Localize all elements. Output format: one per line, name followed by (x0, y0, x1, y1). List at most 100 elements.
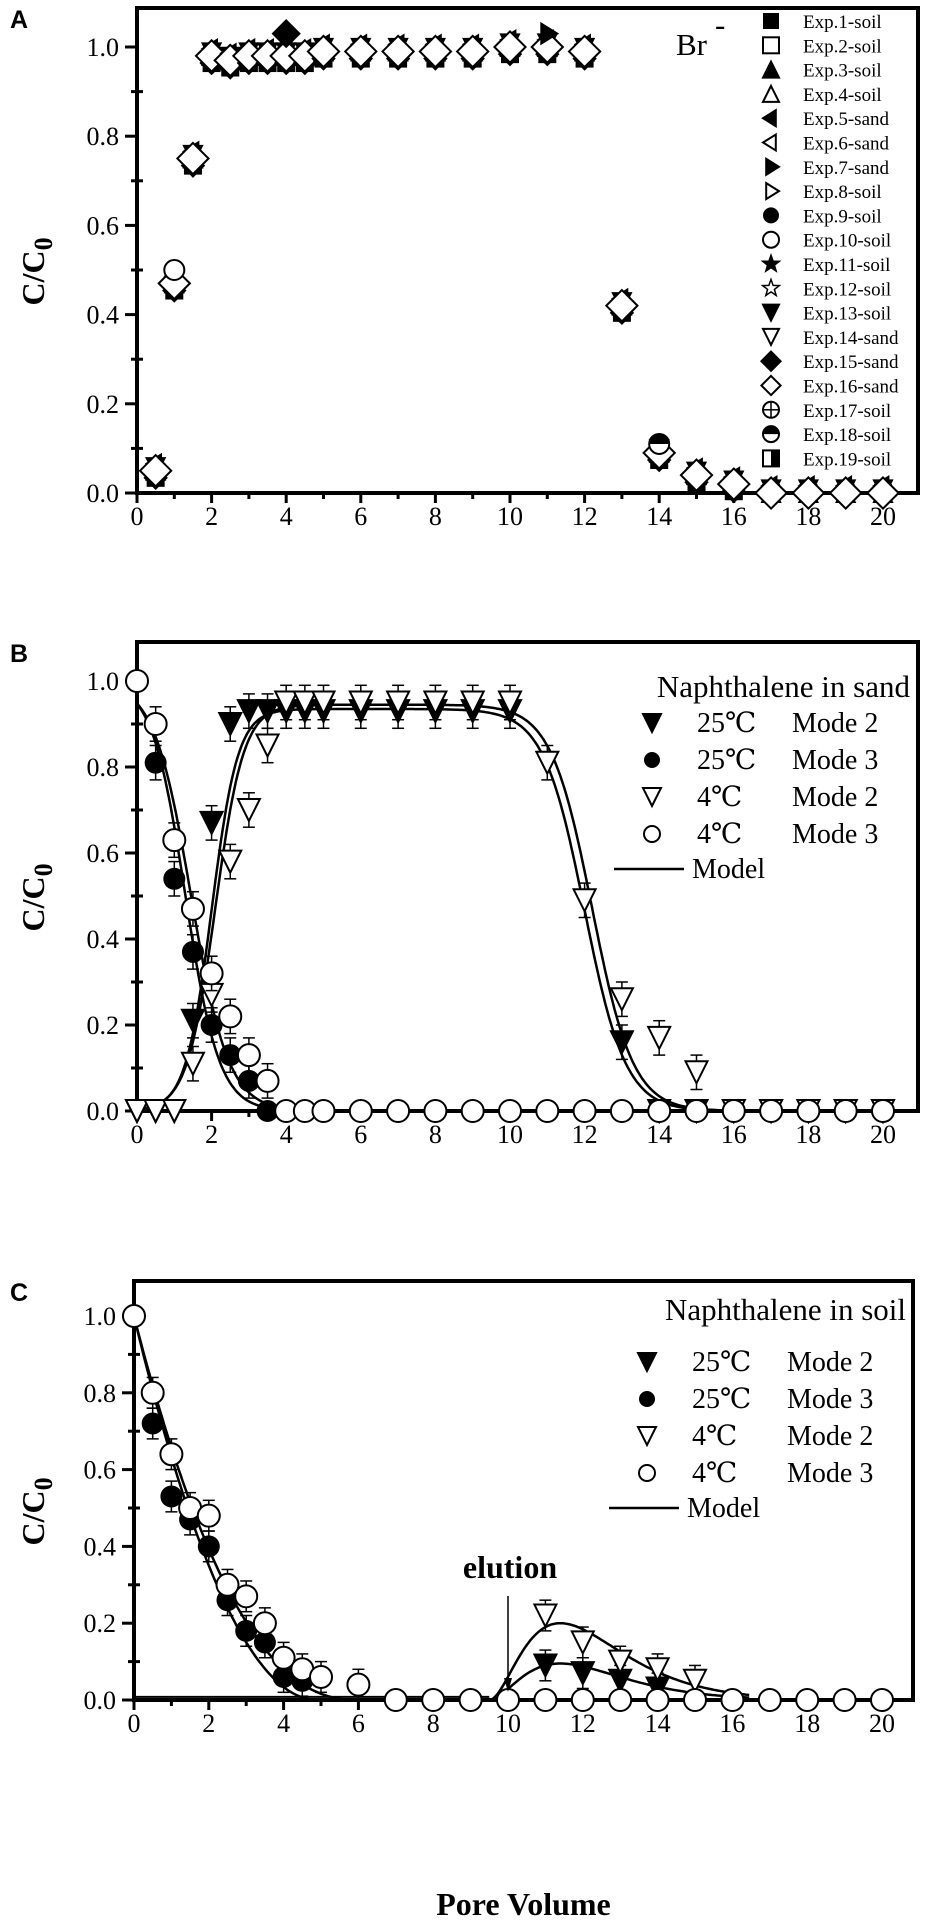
legend-mode: Mode 2 (792, 708, 878, 739)
x-tick-label: 0 (131, 1120, 144, 1149)
x-tick-label: 12 (570, 1709, 596, 1738)
marker-open-circle (421, 1688, 446, 1712)
marker-open-triangle-down (273, 690, 299, 716)
marker-open-triangle-down (641, 787, 663, 809)
marker-filled-circle (644, 752, 660, 768)
marker-open-circle (638, 1464, 656, 1482)
y-tick-label: 0.8 (87, 753, 120, 782)
x-tick-label: 6 (354, 502, 367, 531)
marker-filled-triangle-down (641, 713, 663, 735)
marker-filled-circle (763, 207, 779, 224)
marker-filled-triangle-right (540, 21, 560, 46)
marker-open-circle (199, 961, 224, 986)
marker-open-triangle-down (761, 327, 781, 348)
x-tick-label: 10 (497, 1120, 523, 1149)
marker-open-circle (609, 1099, 634, 1123)
y-tick-label: 0.8 (84, 1379, 117, 1408)
x-tick-label: 16 (719, 1709, 745, 1738)
x-tick-label: 4 (277, 1709, 290, 1738)
x-tick-label: 6 (352, 1709, 365, 1738)
marker-open-diamond (175, 141, 210, 176)
marker-open-triangle-down (607, 1649, 633, 1675)
marker-open-circle (795, 1688, 820, 1712)
marker-filled-circle (200, 1014, 223, 1036)
legend-temp: 4℃ (697, 819, 742, 850)
legend-entry: Exp.15-sand (803, 352, 899, 373)
marker-open-circle (180, 896, 205, 921)
x-tick-label: 0 (131, 502, 144, 531)
x-tick-label: 2 (205, 502, 218, 531)
marker-open-triangle-left (761, 132, 777, 153)
marker-open-triangle-down (570, 1630, 596, 1656)
x-tick-label: 18 (794, 1709, 820, 1738)
marker-open-circle (346, 1672, 371, 1697)
panel-title: Naphthalene in soil (665, 1292, 906, 1327)
marker-open-circle (423, 1099, 448, 1123)
marker-open-circle (870, 1688, 894, 1712)
panel-c: 0.00.20.40.60.81.00 2 4 6 8 10 12 14 16 18 20CC/C0… (10, 1279, 915, 1922)
marker-filled-triangle-left (761, 108, 777, 129)
marker-open-diamond (754, 475, 789, 511)
marker-open-triangle-down (422, 690, 449, 716)
marker-open-circle (720, 1688, 745, 1712)
x-tick-label: 8 (427, 1709, 440, 1738)
panel-label: A (10, 6, 28, 34)
marker-open-circle (163, 259, 186, 281)
legend-mode: Mode 3 (787, 1458, 873, 1489)
marker-open-triangle-down (497, 690, 523, 716)
y-tick-label: 1.0 (87, 33, 120, 62)
marker-open-circle (348, 1099, 373, 1123)
legend-temp: 4℃ (697, 782, 742, 813)
marker-open-diamond (865, 475, 901, 511)
marker-open-triangle-up (761, 83, 781, 103)
y-axis-title-main: C/C (15, 1490, 51, 1545)
marker-filled-diamond (759, 350, 783, 373)
legend-entry: Exp.6-sand (803, 134, 890, 155)
marker-open-circle (721, 1099, 746, 1123)
x-tick-label: 10 (497, 502, 523, 531)
marker-half-filled-square (762, 449, 780, 468)
legend-mode: Mode 3 (787, 1384, 873, 1415)
marker-open-circle (762, 230, 780, 249)
elution-arrowhead (504, 1678, 512, 1692)
marker-half-filled-circle (648, 432, 671, 455)
marker-open-square (762, 36, 780, 55)
y-axis-title: C/C0 (15, 863, 58, 931)
marker-open-diamond (381, 34, 416, 69)
y-axis-title-main: C/C (15, 250, 51, 305)
legend-entry: Exp.9-soil (803, 206, 882, 227)
marker-open-circle (533, 1688, 558, 1712)
marker-filled-circle (237, 1069, 260, 1092)
panel-a: 0.00.20.40.60.81.00 2 4 6 8 10 12 14 16 18 20AC/C0… (10, 6, 920, 531)
legend-entry: Exp.12-soil (803, 279, 891, 300)
marker-open-diamond (679, 458, 714, 493)
x-tick-label: 18 (795, 1120, 821, 1149)
marker-open-circle (386, 1099, 411, 1123)
marker-open-circle (759, 1099, 784, 1123)
legend-entry: Exp.18-soil (803, 425, 891, 446)
marker-open-diamond (791, 475, 826, 511)
y-tick-label: 0.2 (84, 1609, 117, 1638)
marker-open-circle (684, 1099, 709, 1123)
marker-open-circle (757, 1688, 782, 1712)
panel-title-sup: - (715, 7, 725, 42)
marker-open-circle (496, 1688, 520, 1712)
legend-model: Model (692, 854, 765, 885)
marker-filled-triangle-down (198, 810, 225, 837)
legend-entry: Exp.5-sand (803, 109, 890, 130)
marker-open-diamond (343, 34, 378, 69)
legend-entry: Exp.16-sand (803, 377, 899, 398)
marker-filled-triangle-right (765, 156, 781, 177)
marker-open-circle (570, 1688, 595, 1712)
x-tick-label: 16 (721, 1120, 747, 1149)
marker-open-circle (383, 1688, 408, 1712)
marker-open-circle (608, 1688, 633, 1712)
plot-frame (132, 1279, 915, 1702)
legend-model: Model (687, 1493, 760, 1524)
marker-filled-triangle-down (217, 712, 243, 738)
marker-filled-circle (163, 867, 186, 890)
marker-open-circle (162, 828, 187, 853)
legend-entry: Exp.1-soil (803, 12, 882, 33)
marker-open-triangle-down (571, 888, 598, 914)
